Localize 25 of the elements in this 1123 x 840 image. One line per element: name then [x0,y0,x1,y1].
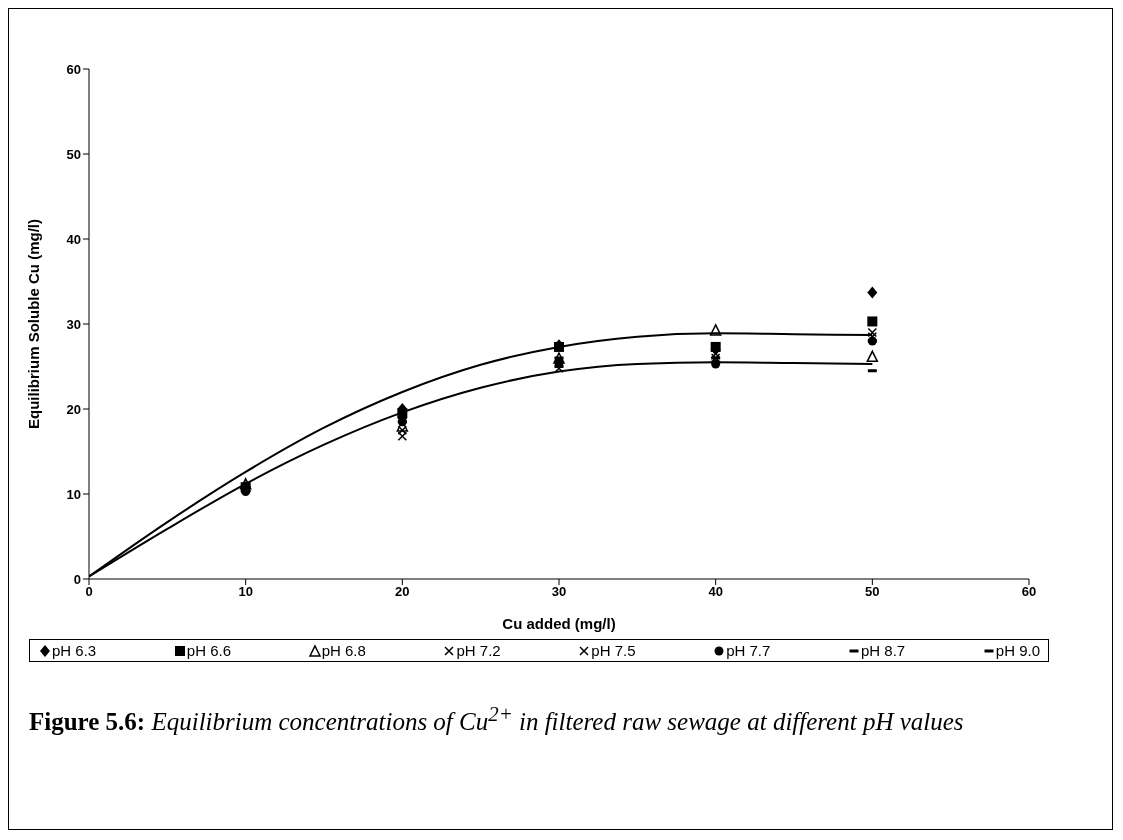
legend-label: pH 7.7 [726,642,771,659]
legend-label: pH 6.6 [186,642,232,659]
x-tick-label: 30 [551,584,567,600]
y-tick-label: 40 [66,231,81,247]
y-tick-label: 50 [66,146,81,162]
y-tick-label: 30 [66,316,81,332]
legend-label: pH 8.7 [860,642,906,659]
legend-label: pH 6.3 [52,642,97,659]
x-tick-label: 0 [85,584,93,600]
x-tick-label: 60 [1021,584,1037,600]
y-tick-label: 60 [66,61,81,77]
legend-label: pH 7.5 [591,642,636,659]
x-tick-label: 40 [708,584,723,600]
y-tick-label: 0 [73,571,81,587]
x-tick-label: 20 [395,584,410,600]
legend-label: pH 6.8 [321,642,366,659]
legend-label: pH 7.2 [456,642,501,659]
x-tick-label: 10 [238,584,253,600]
x-tick-label: 50 [865,584,880,600]
x-axis-title: Cu added (mg/l) [502,615,616,632]
y-tick-label: 10 [66,486,81,502]
legend-label: pH 9.0 [995,642,1040,659]
y-tick-label: 20 [66,401,81,417]
text: Figure 5.6: Equilibrium concentrations of Cu$^{2+}$ in filtered raw sewage at different pH values [29,702,964,736]
y-axis-title: Equilibrium Soluble Cu (mg/l) [25,219,43,429]
